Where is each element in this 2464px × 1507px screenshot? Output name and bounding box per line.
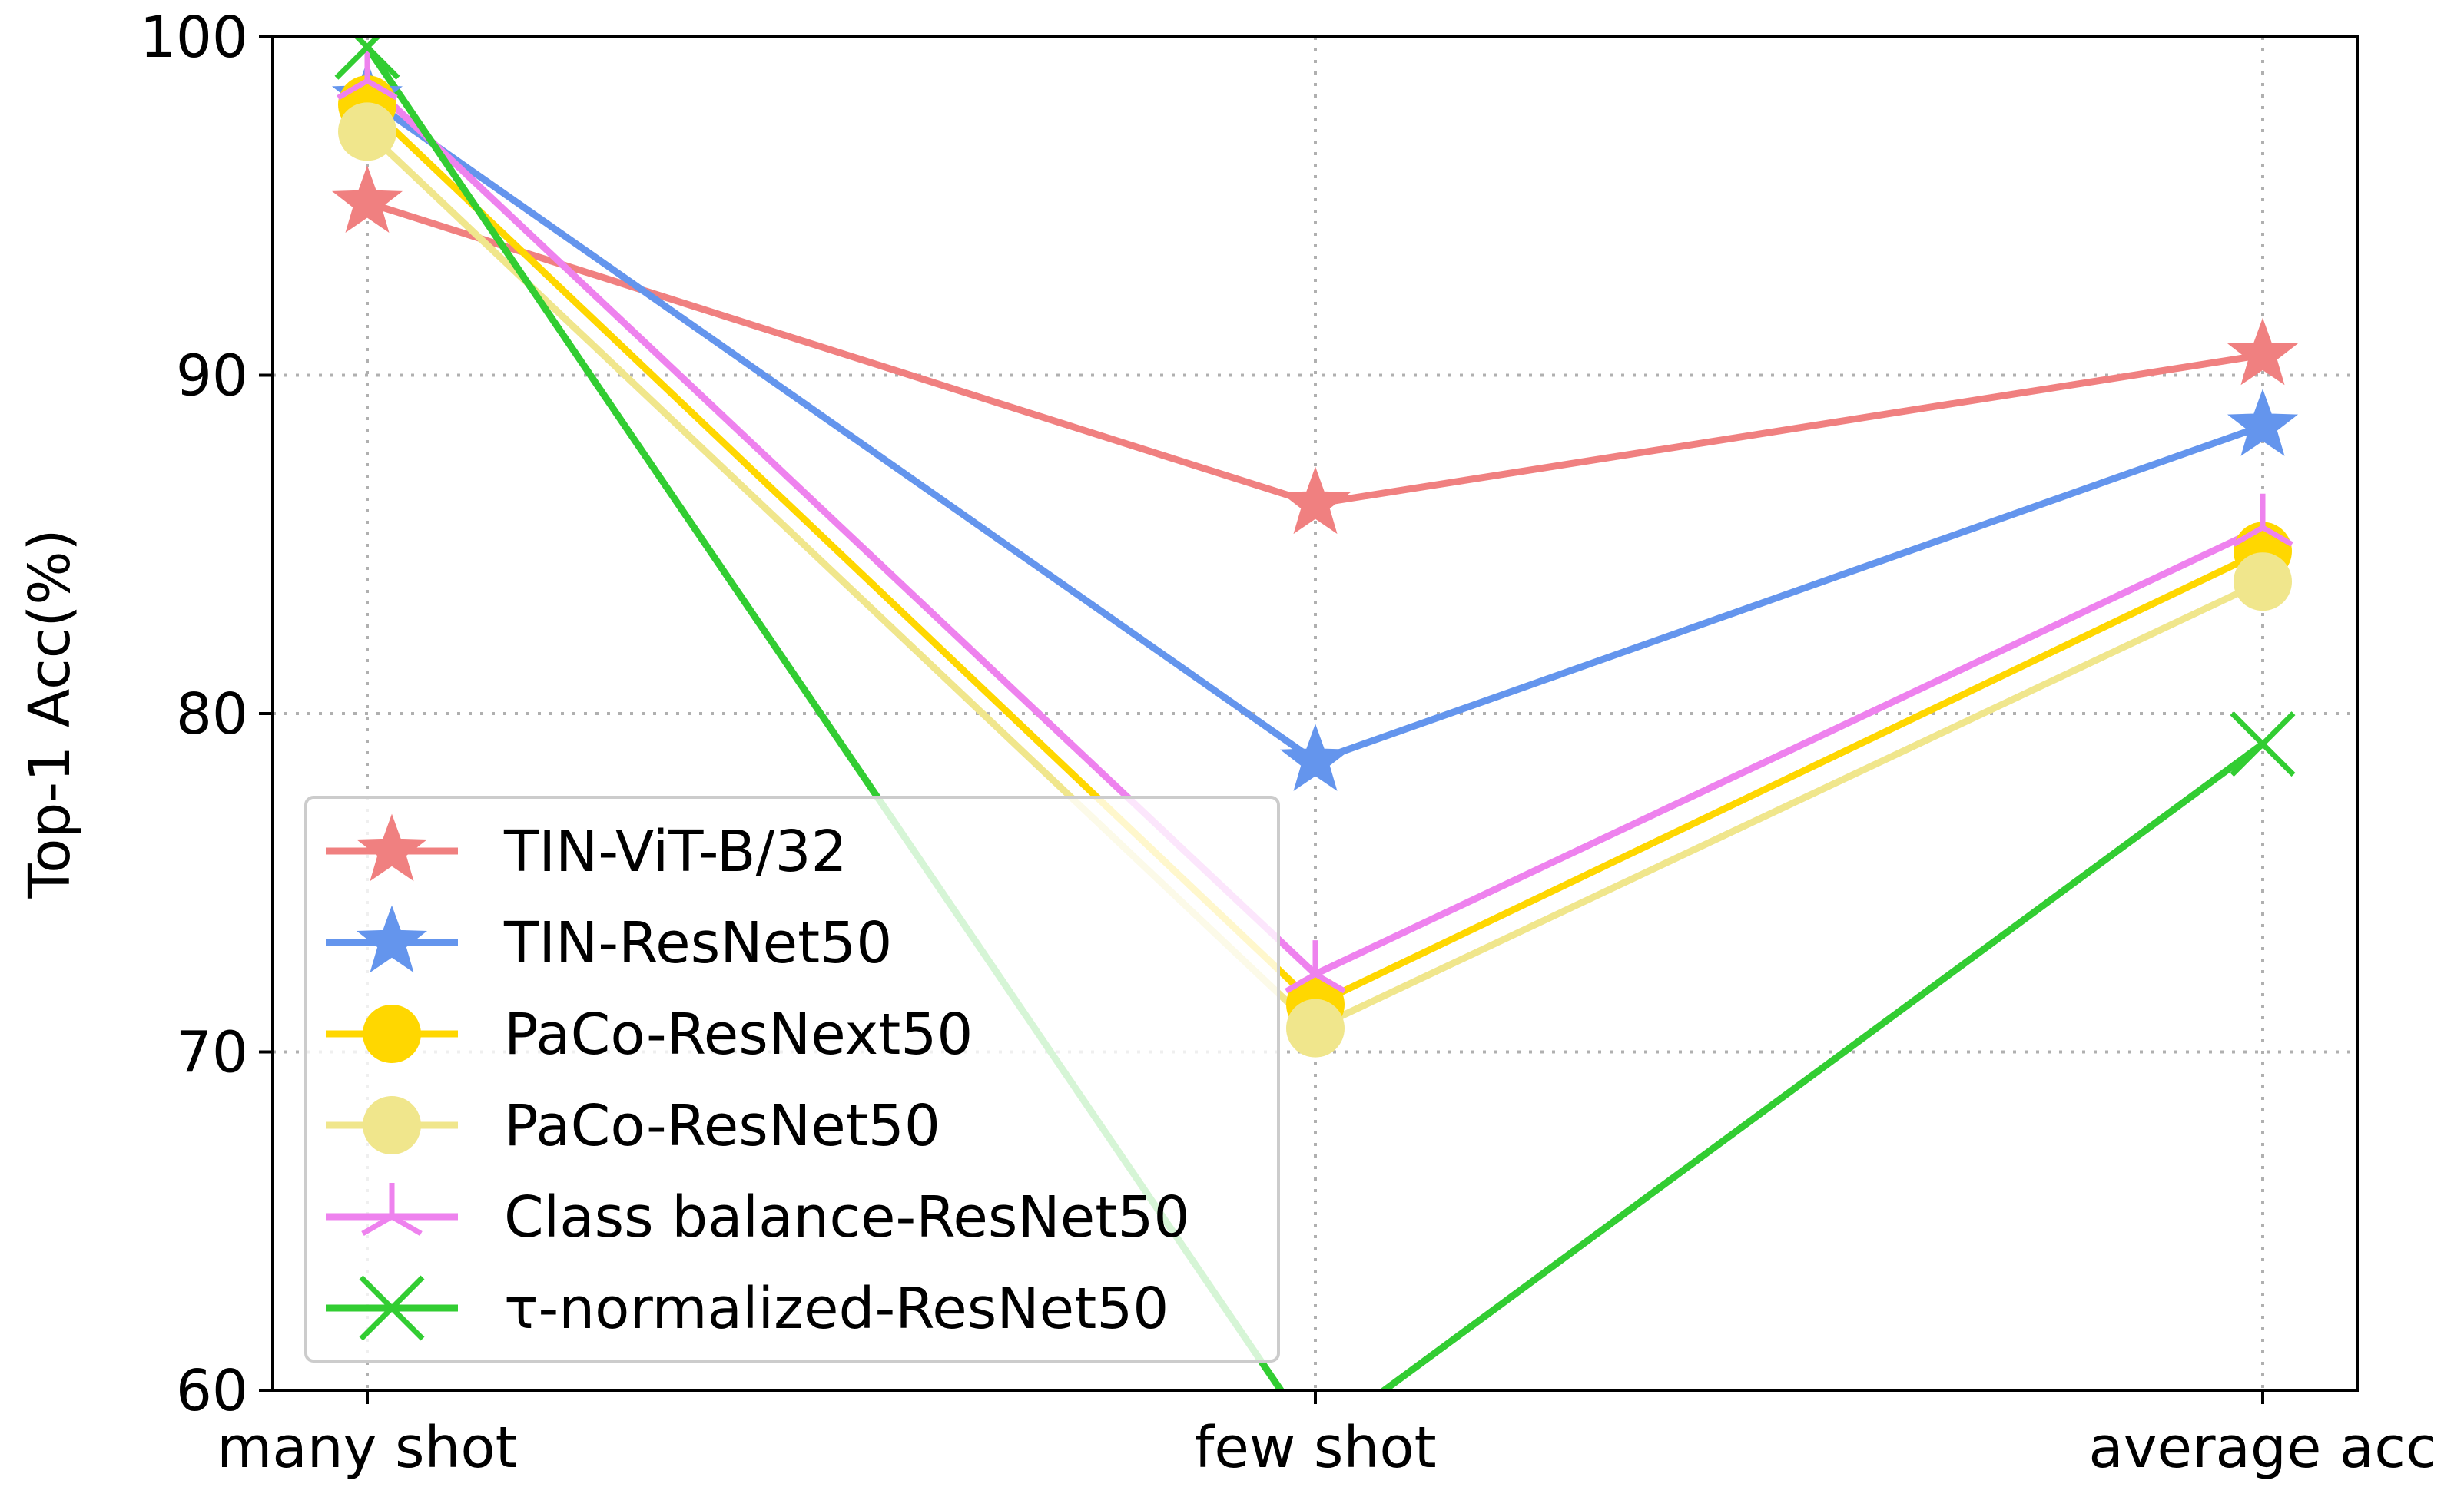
legend-item: TIN-ViT-B/32	[326, 813, 847, 885]
legend-label: TIN-ResNet50	[503, 910, 892, 976]
legend-label: TIN-ViT-B/32	[503, 819, 847, 885]
series-line	[364, 45, 2265, 1390]
data-point	[337, 47, 398, 101]
legend-marker	[356, 905, 428, 973]
legend-label: τ-normalized-ResNet50	[504, 1276, 1169, 1342]
legend-box	[304, 796, 1280, 1363]
data-point	[1279, 466, 1351, 535]
legend-item: TIN-ResNet50	[326, 905, 892, 976]
series-markers	[331, 37, 2299, 1058]
data-point	[331, 165, 403, 233]
legend-marker	[361, 1183, 423, 1237]
data-point	[2232, 493, 2293, 547]
legend-item: τ-normalized-ResNet50	[326, 1275, 1169, 1342]
y-axis-ticks: 60 70 80 90 100	[140, 5, 273, 1424]
data-point	[1279, 724, 1351, 791]
x-tick-label: few shot	[1194, 1415, 1436, 1481]
data-point	[2230, 711, 2296, 777]
legend-item: PaCo-ResNext50	[326, 1002, 973, 1068]
y-tick-label: 80	[176, 681, 248, 747]
legend-label: PaCo-ResNext50	[504, 1002, 973, 1068]
x-axis-ticks: many shot few shot average acc	[217, 1390, 2437, 1481]
x-tick-label: many shot	[217, 1415, 517, 1481]
legend-item: Class balance-ResNet50	[326, 1183, 1189, 1250]
data-point	[2234, 552, 2292, 611]
legend: TIN-ViT-B/32 TIN-ResNet50 PaCo-ResNext50 Pa…	[304, 796, 1280, 1363]
legend-marker	[359, 1275, 425, 1341]
legend-item: PaCo-ResNet50	[326, 1093, 940, 1159]
y-axis-title: Top-1 Acc(%)	[17, 529, 83, 899]
x-tick-label: average acc	[2088, 1415, 2436, 1481]
legend-marker	[363, 1096, 421, 1154]
data-point	[2227, 317, 2299, 386]
legend-marker	[356, 813, 428, 882]
data-point	[1286, 999, 1345, 1058]
y-tick-label: 90	[176, 343, 248, 409]
data-point	[334, 37, 400, 80]
y-tick-label: 100	[140, 5, 248, 71]
legend-label: PaCo-ResNet50	[504, 1093, 940, 1159]
data-point	[338, 102, 396, 161]
data-point	[2227, 389, 2299, 456]
y-tick-label: 60	[176, 1358, 248, 1424]
data-point	[1285, 940, 1346, 994]
legend-marker	[363, 1005, 421, 1063]
legend-label: Class balance-ResNet50	[504, 1184, 1189, 1250]
y-tick-label: 70	[176, 1020, 248, 1086]
